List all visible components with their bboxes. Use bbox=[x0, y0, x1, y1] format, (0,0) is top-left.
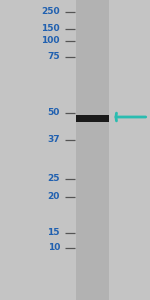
Text: 20: 20 bbox=[48, 192, 60, 201]
Text: 10: 10 bbox=[48, 243, 60, 252]
Text: 75: 75 bbox=[47, 52, 60, 62]
Text: 150: 150 bbox=[41, 24, 60, 33]
Text: 100: 100 bbox=[42, 36, 60, 45]
Text: 37: 37 bbox=[47, 135, 60, 144]
Text: 50: 50 bbox=[48, 108, 60, 117]
Bar bbox=[76, 0, 109, 300]
Text: 15: 15 bbox=[48, 228, 60, 237]
Text: 25: 25 bbox=[48, 174, 60, 183]
Bar bbox=[76, 115, 109, 122]
Text: 250: 250 bbox=[41, 8, 60, 16]
